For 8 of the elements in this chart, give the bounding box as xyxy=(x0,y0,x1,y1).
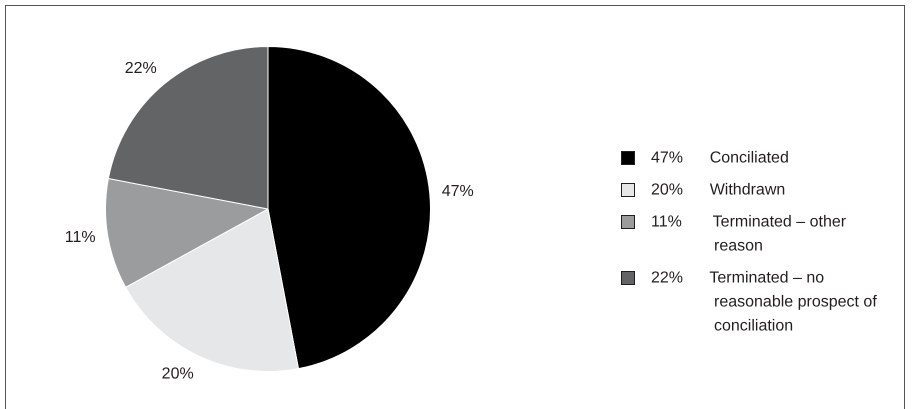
data-label: 47% xyxy=(442,183,474,200)
legend-label: 22% Terminated – no reasonable prospect of conciliation xyxy=(651,269,878,334)
legend-label: 47% Conciliated xyxy=(651,149,789,166)
data-label: 22% xyxy=(124,60,157,77)
data-label: 11% xyxy=(64,228,96,246)
data-label: 20% xyxy=(162,366,194,383)
legend-label: 11% Terminated – other reason xyxy=(651,213,847,254)
legend-label: 20% Withdrawn xyxy=(651,181,786,198)
